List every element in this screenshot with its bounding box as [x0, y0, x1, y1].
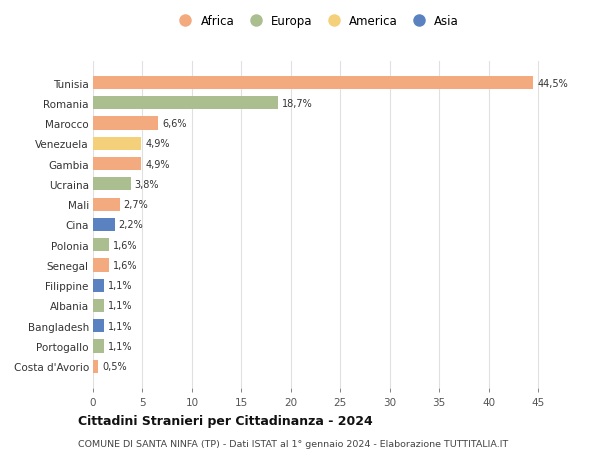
Bar [93, 259, 109, 272]
Text: COMUNE DI SANTA NINFA (TP) - Dati ISTAT al 1° gennaio 2024 - Elaborazione TUTTIT: COMUNE DI SANTA NINFA (TP) - Dati ISTAT … [78, 439, 508, 448]
Text: 1,1%: 1,1% [108, 301, 133, 311]
Text: 3,8%: 3,8% [134, 179, 159, 190]
Bar [93, 279, 104, 292]
Bar [93, 137, 142, 151]
Text: 44,5%: 44,5% [537, 78, 568, 88]
Bar [93, 340, 104, 353]
Text: 2,2%: 2,2% [119, 220, 143, 230]
Legend: Africa, Europa, America, Asia: Africa, Europa, America, Asia [171, 12, 461, 30]
Bar [93, 198, 120, 211]
Text: 1,6%: 1,6% [113, 260, 137, 270]
Text: 4,9%: 4,9% [145, 139, 170, 149]
Bar [93, 319, 104, 333]
Bar [93, 239, 109, 252]
Text: 1,1%: 1,1% [108, 341, 133, 351]
Text: 1,1%: 1,1% [108, 280, 133, 291]
Bar [93, 360, 98, 373]
Bar [93, 178, 131, 191]
Text: 1,1%: 1,1% [108, 321, 133, 331]
Bar [93, 158, 142, 171]
Text: 6,6%: 6,6% [162, 119, 187, 129]
Text: 18,7%: 18,7% [282, 99, 313, 109]
Bar [93, 117, 158, 130]
Bar [93, 299, 104, 313]
Bar [93, 218, 115, 231]
Text: Cittadini Stranieri per Cittadinanza - 2024: Cittadini Stranieri per Cittadinanza - 2… [78, 414, 373, 428]
Text: 1,6%: 1,6% [113, 240, 137, 250]
Text: 2,7%: 2,7% [124, 200, 148, 210]
Text: 0,5%: 0,5% [102, 362, 127, 371]
Bar [93, 77, 533, 90]
Bar [93, 97, 278, 110]
Text: 4,9%: 4,9% [145, 159, 170, 169]
